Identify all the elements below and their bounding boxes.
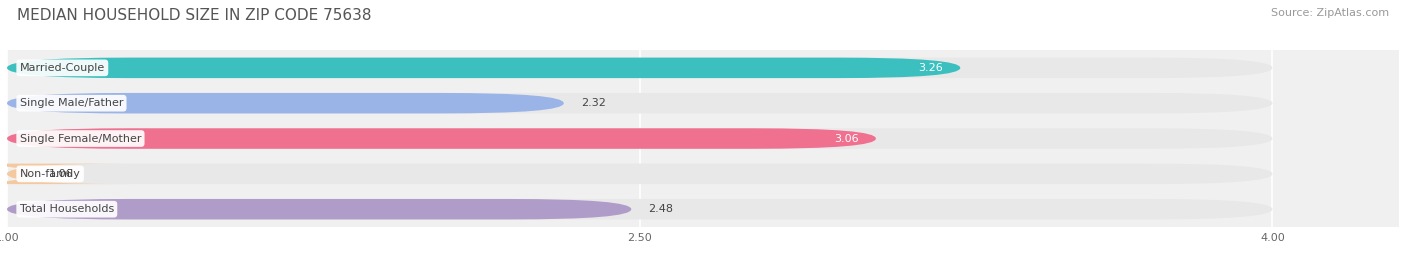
Text: Married-Couple: Married-Couple — [20, 63, 105, 73]
Text: Non-family: Non-family — [20, 169, 80, 179]
FancyBboxPatch shape — [7, 86, 1399, 121]
FancyBboxPatch shape — [7, 93, 1272, 114]
Text: 3.26: 3.26 — [918, 63, 943, 73]
FancyBboxPatch shape — [7, 50, 1399, 86]
FancyBboxPatch shape — [7, 121, 1399, 156]
FancyBboxPatch shape — [7, 128, 876, 149]
Text: Total Households: Total Households — [20, 204, 114, 214]
FancyBboxPatch shape — [7, 192, 1399, 227]
FancyBboxPatch shape — [7, 58, 960, 78]
FancyBboxPatch shape — [7, 93, 564, 114]
Text: Source: ZipAtlas.com: Source: ZipAtlas.com — [1271, 8, 1389, 18]
Text: 1.06: 1.06 — [49, 169, 75, 179]
Text: MEDIAN HOUSEHOLD SIZE IN ZIP CODE 75638: MEDIAN HOUSEHOLD SIZE IN ZIP CODE 75638 — [17, 8, 371, 23]
FancyBboxPatch shape — [7, 199, 631, 220]
Text: Single Male/Father: Single Male/Father — [20, 98, 124, 108]
FancyBboxPatch shape — [7, 156, 1399, 192]
Text: 3.06: 3.06 — [834, 133, 859, 144]
Text: 2.32: 2.32 — [581, 98, 606, 108]
FancyBboxPatch shape — [0, 164, 129, 184]
FancyBboxPatch shape — [7, 128, 1272, 149]
FancyBboxPatch shape — [7, 58, 1272, 78]
Text: Single Female/Mother: Single Female/Mother — [20, 133, 141, 144]
FancyBboxPatch shape — [7, 199, 1272, 220]
Text: 2.48: 2.48 — [648, 204, 673, 214]
FancyBboxPatch shape — [7, 164, 1272, 184]
